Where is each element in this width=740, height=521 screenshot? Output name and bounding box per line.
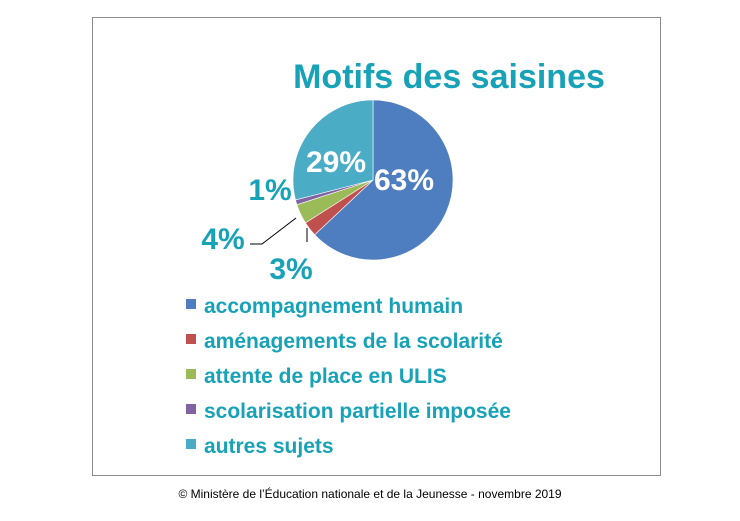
pie-slice-autres-sujets [292, 99, 374, 201]
legend-label-scolarisation-partielle-imposee: scolarisation partielle imposée [204, 400, 511, 423]
data-label-scolarisation-partielle-imposee: 1% [248, 174, 291, 207]
legend-swatch-autres-sujets [186, 439, 196, 449]
data-label-attente-de-place-en-ulis: 4% [201, 223, 244, 256]
legend-label-autres-sujets: autres sujets [204, 435, 334, 458]
copyright-credit: © Ministère de l’Éducation nationale et … [178, 487, 562, 501]
data-label-autres-sujets: 29% [306, 146, 366, 179]
chart-title: Motifs des saisines [293, 58, 605, 96]
legend-swatch-scolarisation-partielle-imposee [186, 404, 196, 414]
legend-label-accompagnement-humain: accompagnement humain [204, 295, 463, 318]
legend-swatch-amenagements-de-la-scolarite [186, 334, 196, 344]
pie-slice-accompagnement-humain [314, 99, 454, 261]
data-label-amenagements-de-la-scolarite: 3% [269, 253, 312, 286]
legend-swatch-attente-de-place-en-ulis [186, 369, 196, 379]
leader-lines [250, 217, 308, 245]
legend: accompagnement humain aménagements de la … [186, 295, 511, 458]
legend-swatch-accompagnement-humain [186, 299, 196, 309]
leader-line-attente [250, 217, 297, 245]
data-label-accompagnement-humain: 63% [374, 164, 434, 197]
pie-slices [292, 99, 454, 261]
legend-label-amenagements-de-la-scolarite: aménagements de la scolarité [204, 330, 503, 353]
data-labels: 63% 3% 4%1% 29% [201, 146, 434, 286]
legend-label-attente-de-place-en-ulis: attente de place en ULIS [204, 365, 447, 388]
